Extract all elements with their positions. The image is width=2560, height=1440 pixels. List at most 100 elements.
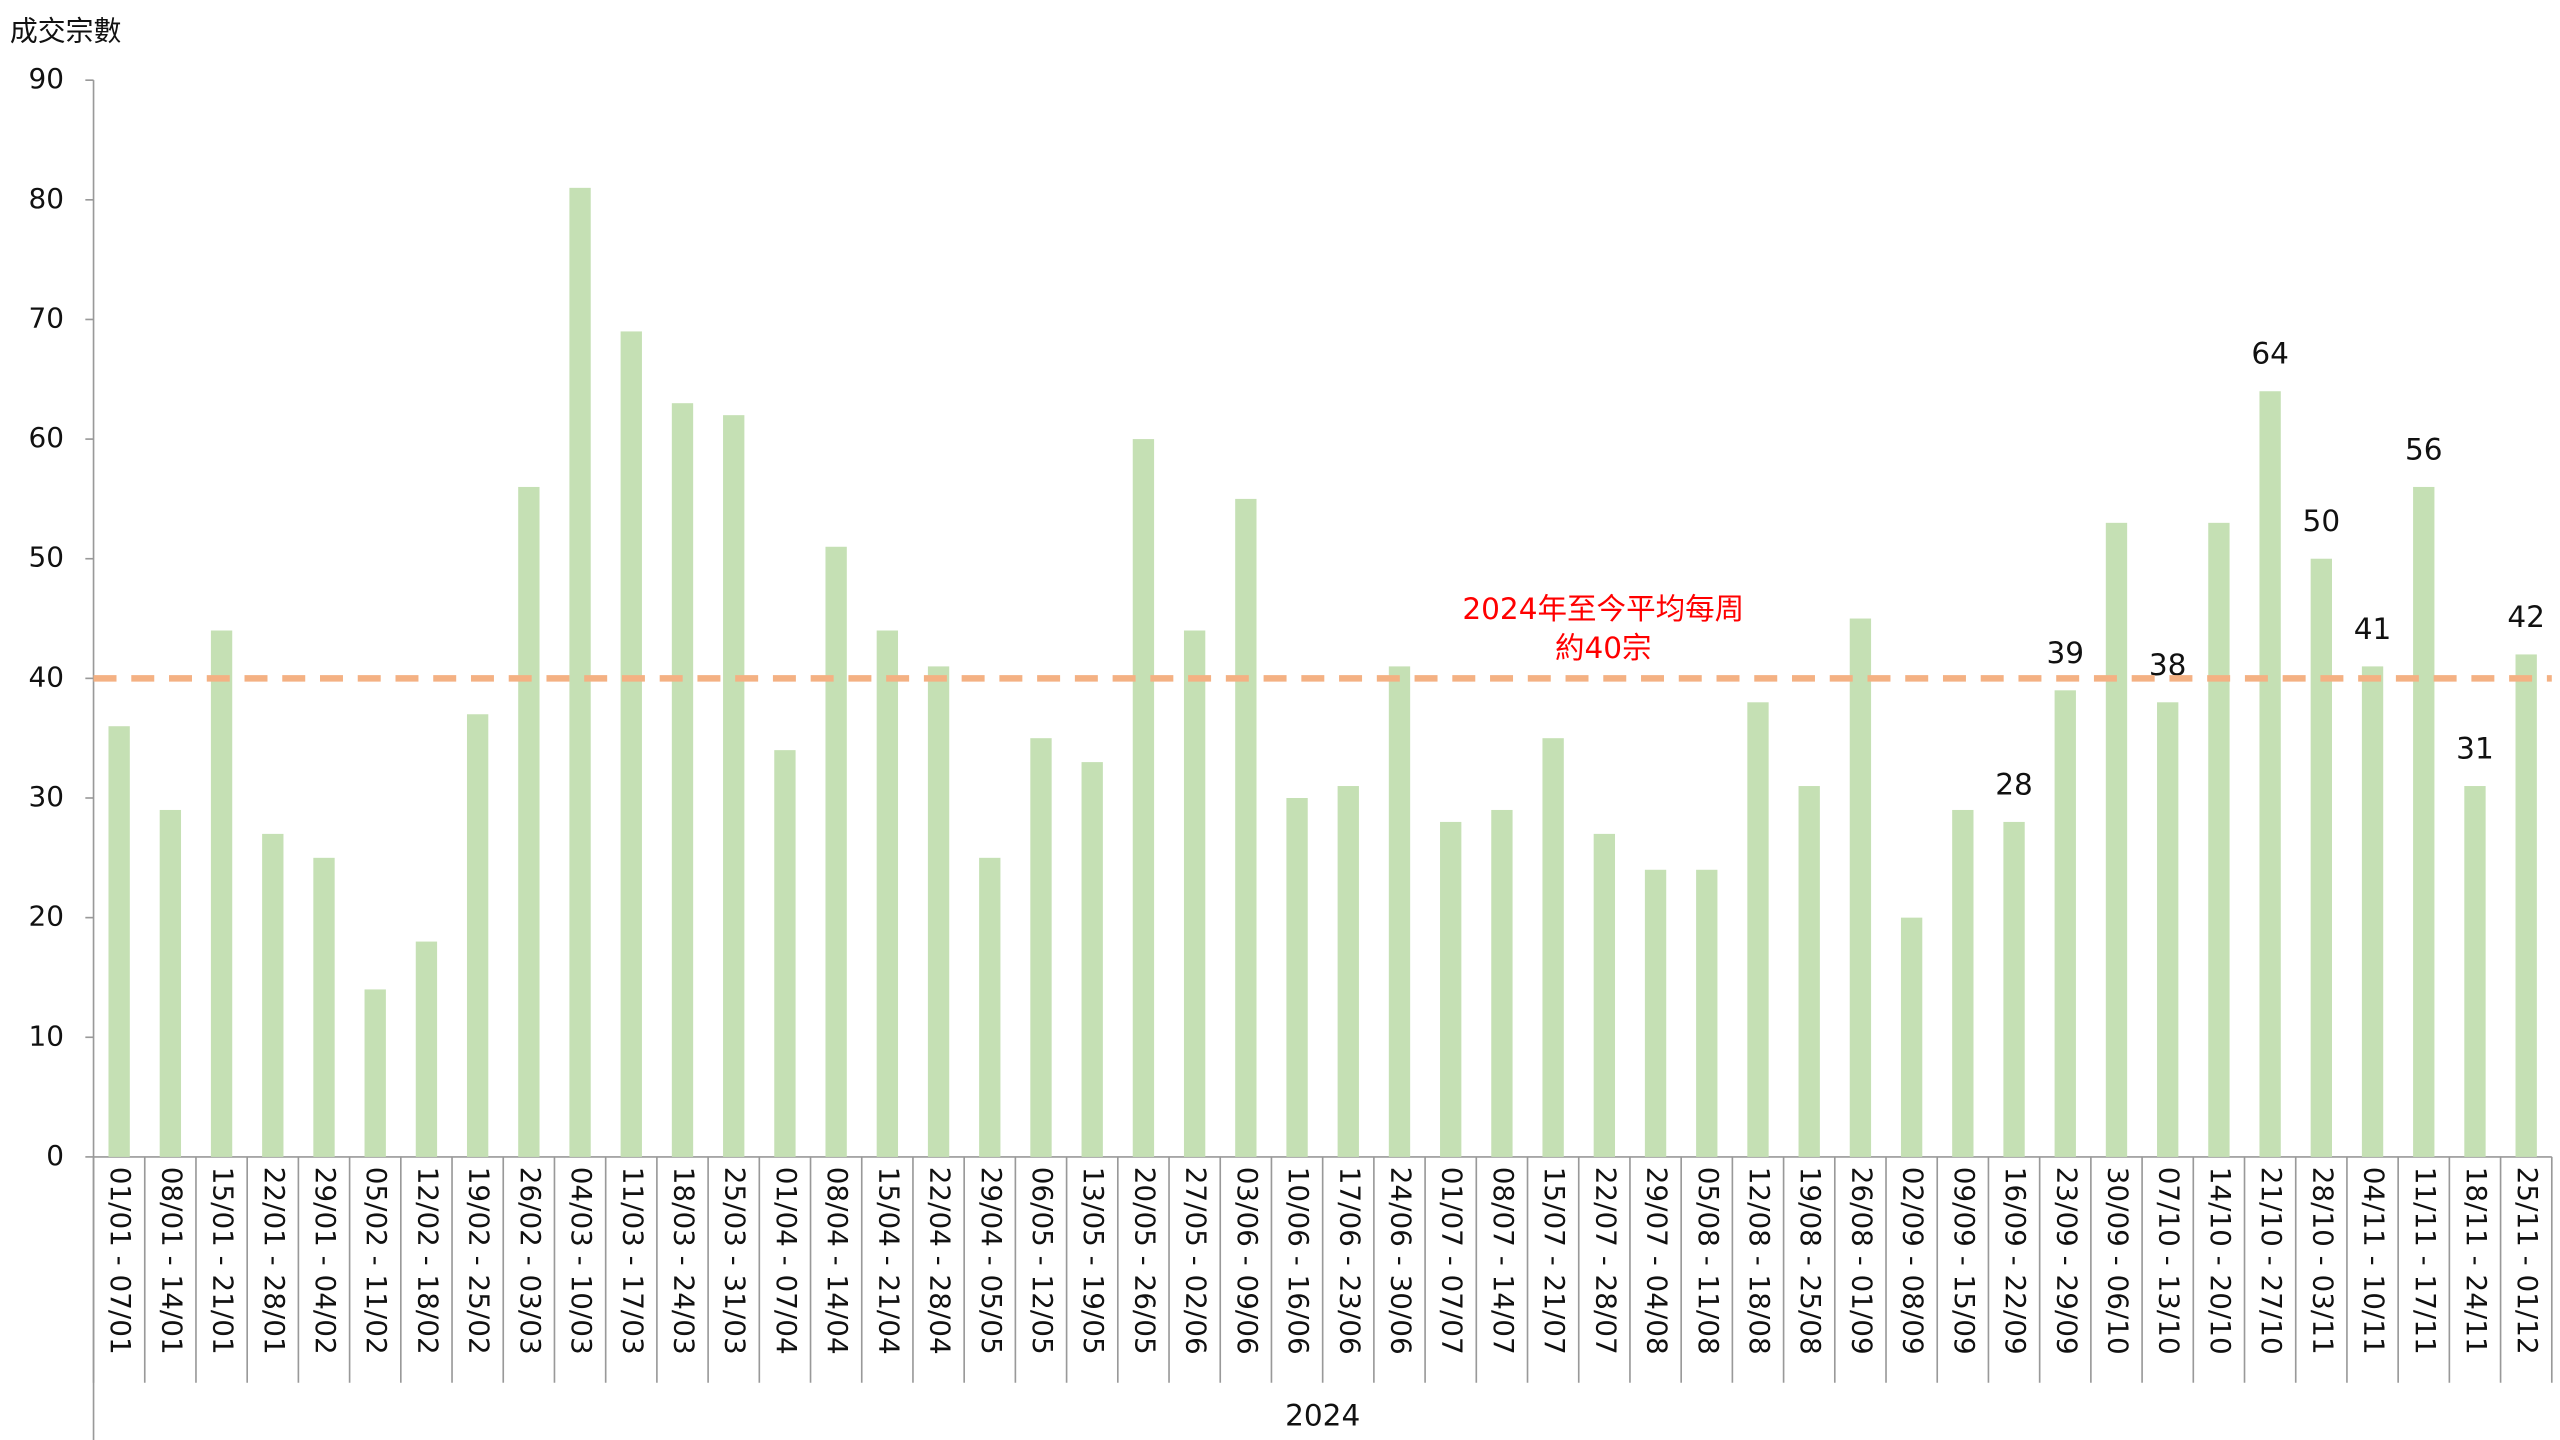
x-tick-label: 28/10 - 03/11 (2306, 1167, 2339, 1355)
x-tick-label: 03/06 - 09/06 (1231, 1167, 1264, 1355)
x-tick-label: 22/01 - 28/01 (258, 1167, 291, 1355)
bar (1900, 917, 1923, 1157)
data-label: 50 (2303, 504, 2341, 538)
bar (1286, 798, 1308, 1157)
bar (1132, 439, 1155, 1157)
data-label: 42 (2507, 600, 2545, 634)
bar (569, 187, 591, 1157)
y-tick-label: 70 (29, 301, 64, 334)
bar (2208, 522, 2230, 1157)
y-tick-label: 90 (29, 62, 64, 95)
bar (1440, 821, 1462, 1157)
bar (159, 809, 182, 1157)
x-tick-label: 08/04 - 14/04 (821, 1167, 854, 1355)
bar (1644, 869, 1667, 1157)
x-tick-label: 30/09 - 06/10 (2101, 1167, 2134, 1355)
x-tick-label: 15/01 - 21/01 (207, 1167, 240, 1355)
x-tick-label: 12/02 - 18/02 (411, 1167, 444, 1355)
data-label: 64 (2251, 337, 2289, 371)
bar (1747, 702, 1769, 1157)
bar (2310, 558, 2332, 1157)
y-tick-label: 50 (29, 541, 64, 574)
y-tick-label: 20 (29, 900, 64, 933)
bar (1183, 630, 1206, 1157)
y-tick-label: 80 (29, 182, 64, 215)
bar (1542, 738, 1564, 1157)
x-tick-label: 23/09 - 29/09 (2050, 1167, 2083, 1355)
bar (825, 546, 847, 1157)
x-tick-label: 02/09 - 08/09 (1897, 1167, 1930, 1355)
bar (2105, 522, 2128, 1157)
x-tick-label: 22/04 - 28/04 (924, 1167, 957, 1355)
x-tick-label: 12/08 - 18/08 (1743, 1167, 1776, 1355)
x-tick-label: 09/09 - 15/09 (1948, 1167, 1981, 1355)
bar (2413, 486, 2435, 1157)
bar (1030, 738, 1052, 1157)
bar (671, 403, 694, 1157)
x-tick-label: 04/03 - 10/03 (565, 1167, 598, 1355)
x-tick-label: 06/05 - 12/05 (1026, 1167, 1059, 1355)
x-tick-label: 21/10 - 27/10 (2255, 1167, 2288, 1355)
y-axis-title: 成交宗數 (10, 15, 122, 48)
x-tick-label: 10/06 - 16/06 (1282, 1167, 1315, 1355)
x-tick-label: 22/07 - 28/07 (1589, 1167, 1622, 1355)
x-tick-label: 11/11 - 17/11 (2409, 1167, 2442, 1355)
bar (2259, 391, 2281, 1157)
x-tick-label: 11/03 - 17/03 (616, 1167, 649, 1355)
data-label: 56 (2405, 432, 2443, 466)
bar (364, 989, 386, 1157)
bar (2157, 702, 2179, 1157)
x-tick-label: 29/04 - 05/05 (975, 1167, 1008, 1355)
x-axis-title: 2024 (1285, 1399, 1360, 1433)
bar (1337, 786, 1359, 1157)
bar (1952, 809, 1974, 1157)
bar (108, 726, 130, 1157)
bar (313, 857, 335, 1157)
x-tick-label: 19/08 - 25/08 (1794, 1167, 1827, 1355)
x-tick-label: 26/08 - 01/09 (1845, 1167, 1878, 1355)
x-tick-label: 17/06 - 23/06 (1333, 1167, 1366, 1355)
bar (2515, 654, 2537, 1157)
x-tick-label: 07/10 - 13/10 (2153, 1167, 2186, 1355)
data-label: 28 (1995, 767, 2033, 801)
bar (876, 630, 899, 1157)
bar (2361, 666, 2384, 1157)
bar (2464, 786, 2486, 1157)
bar (262, 833, 284, 1157)
y-tick-label: 60 (29, 421, 64, 454)
x-tick-label: 08/07 - 14/07 (1487, 1167, 1520, 1355)
bar (1235, 498, 1257, 1157)
x-tick-label: 13/05 - 19/05 (1077, 1167, 1110, 1355)
bar (1388, 666, 1411, 1157)
bar (466, 714, 489, 1157)
bar (2054, 690, 2076, 1157)
bar (1081, 762, 1103, 1157)
bar (210, 630, 233, 1157)
x-tick-label: 25/11 - 01/12 (2511, 1167, 2544, 1355)
x-tick-label: 01/01 - 07/01 (104, 1167, 137, 1355)
data-label: 39 (2046, 636, 2084, 670)
x-tick-label: 05/02 - 11/02 (360, 1167, 393, 1355)
x-tick-label: 18/11 - 24/11 (2460, 1167, 2493, 1355)
x-tick-label: 08/01 - 14/01 (155, 1167, 188, 1355)
y-tick-label: 0 (46, 1139, 64, 1172)
bar (2003, 821, 2025, 1157)
bar (1491, 809, 1513, 1157)
bar (1593, 833, 1616, 1157)
data-label: 41 (2354, 612, 2392, 646)
x-tick-label: 04/11 - 10/11 (2358, 1167, 2391, 1355)
x-tick-label: 29/01 - 04/02 (309, 1167, 342, 1355)
x-tick-label: 16/09 - 22/09 (1999, 1167, 2032, 1355)
bar (723, 415, 745, 1157)
x-tick-label: 24/06 - 30/06 (1384, 1167, 1417, 1355)
x-tick-label: 26/02 - 03/03 (514, 1167, 547, 1355)
x-tick-label: 01/07 - 07/07 (1436, 1167, 1469, 1355)
x-tick-label: 29/07 - 04/08 (1641, 1167, 1674, 1355)
x-tick-label: 25/03 - 31/03 (719, 1167, 752, 1355)
x-tick-label: 01/04 - 07/04 (770, 1167, 803, 1355)
y-tick-label: 30 (29, 780, 64, 813)
bar (927, 666, 950, 1157)
x-tick-label: 05/08 - 11/08 (1692, 1167, 1725, 1355)
